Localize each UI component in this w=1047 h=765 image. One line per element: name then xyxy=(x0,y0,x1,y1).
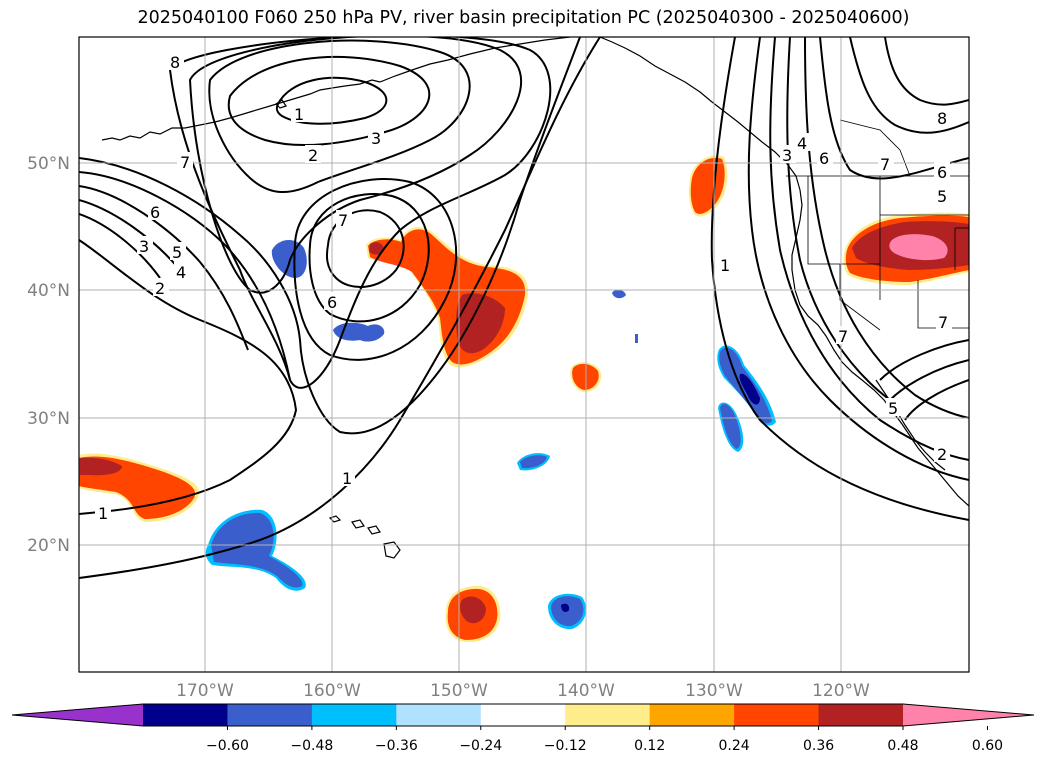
colorbar-segment xyxy=(818,704,904,726)
contour-label: 7 xyxy=(938,313,948,332)
lat-label: 30°N xyxy=(27,409,70,429)
contour-label: 7 xyxy=(880,155,890,174)
latitude-labels: 50°N 40°N 30°N 20°N xyxy=(27,154,70,556)
colorbar-tick-label: 0.12 xyxy=(634,738,665,754)
lat-label: 40°N xyxy=(27,281,70,301)
contour-label: 2 xyxy=(308,146,318,165)
lat-label: 20°N xyxy=(27,536,70,556)
contour-label: 6 xyxy=(819,149,829,168)
contour-label: 1 xyxy=(98,504,108,523)
colorbar: −0.60 −0.48 −0.36 −0.24 −0.12 0.12 0.24 0.36 0.4… xyxy=(11,703,1035,754)
contour-label: 7 xyxy=(338,211,348,230)
colorbar-segment xyxy=(227,704,313,726)
contour-label: 3 xyxy=(139,237,149,256)
colorbar-outline xyxy=(11,703,1035,727)
lon-label: 160°W xyxy=(303,681,361,701)
map-frame xyxy=(78,36,970,673)
colorbar-segment xyxy=(734,704,820,726)
lon-label: 150°W xyxy=(430,681,488,701)
contour-label: 5 xyxy=(888,399,898,418)
lon-label: 140°W xyxy=(557,681,615,701)
colorbar-tick-label: 0.36 xyxy=(803,738,834,754)
contour-label: 1 xyxy=(720,256,730,275)
map-panel xyxy=(79,37,969,672)
colorbar-tick-label: 0.60 xyxy=(972,738,1003,754)
colorbar-extend-high xyxy=(903,704,1034,726)
colorbar-tick-label: 0.24 xyxy=(719,738,750,754)
colorbar-segment xyxy=(480,704,566,726)
colorbar-tick-label: 0.48 xyxy=(887,738,918,754)
colorbar-tick-label: −0.12 xyxy=(544,738,587,754)
contour-label: 2 xyxy=(155,279,165,298)
contour-label: 6 xyxy=(150,203,160,222)
colorbar-tick-label: −0.60 xyxy=(206,738,249,754)
contour-label: 8 xyxy=(937,109,947,128)
colorbar-tick-label: −0.48 xyxy=(290,738,333,754)
colorbar-segment xyxy=(396,704,482,726)
colorbar-tick-label: −0.36 xyxy=(375,738,418,754)
colorbar-segment xyxy=(565,704,651,726)
contour-label: 3 xyxy=(782,146,792,165)
contour-label: 7 xyxy=(180,153,190,172)
lon-label: 120°W xyxy=(812,681,870,701)
contour-label: 5 xyxy=(937,187,947,206)
longitude-labels: 170°W 160°W 150°W 140°W 130°W 120°W xyxy=(176,681,870,701)
contour-label: 6 xyxy=(937,163,947,182)
contour-label: 1 xyxy=(342,469,352,488)
contour-label: 4 xyxy=(797,134,807,153)
graticule xyxy=(79,37,969,672)
pv-contours xyxy=(79,37,969,579)
colorbar-segment xyxy=(143,704,228,726)
contour-label: 8 xyxy=(170,53,180,72)
lat-label: 50°N xyxy=(27,154,70,174)
contour-label: 2 xyxy=(937,445,947,464)
contour-label: 5 xyxy=(172,243,182,262)
colorbar-tick-label: −0.24 xyxy=(459,738,502,754)
map-title: 2025040100 F060 250 hPa PV, river basin … xyxy=(137,8,910,28)
lon-label: 130°W xyxy=(685,681,743,701)
colorbar-segment xyxy=(649,704,735,726)
contour-label: 7 xyxy=(838,327,848,346)
contour-labels: 8 1 2 3 7 6 5 4 2 3 7 6 1 1 1 3 4 6 8 xyxy=(95,52,952,523)
contour-label: 4 xyxy=(176,263,186,282)
contour-label: 3 xyxy=(371,129,381,148)
colorbar-extend-low xyxy=(12,704,143,726)
contour-label: 6 xyxy=(327,293,337,312)
colorbar-segment xyxy=(311,704,397,726)
contour-label: 1 xyxy=(294,105,304,124)
lon-label: 170°W xyxy=(176,681,234,701)
